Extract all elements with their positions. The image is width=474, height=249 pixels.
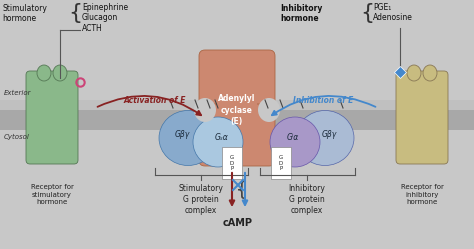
FancyBboxPatch shape bbox=[199, 104, 275, 166]
Text: Inhibitory
hormone: Inhibitory hormone bbox=[280, 4, 322, 23]
Text: Gβγ: Gβγ bbox=[174, 129, 190, 138]
Text: Gₛα: Gₛα bbox=[215, 132, 229, 141]
Ellipse shape bbox=[37, 65, 51, 81]
Text: Inhibition of E: Inhibition of E bbox=[293, 96, 353, 105]
Text: cAMP: cAMP bbox=[223, 218, 253, 228]
Ellipse shape bbox=[258, 98, 280, 122]
Text: {: { bbox=[360, 3, 374, 23]
FancyBboxPatch shape bbox=[199, 50, 275, 112]
Ellipse shape bbox=[270, 117, 320, 167]
Ellipse shape bbox=[423, 65, 437, 81]
Bar bbox=[217, 98, 257, 118]
FancyBboxPatch shape bbox=[396, 71, 448, 164]
Ellipse shape bbox=[159, 111, 217, 166]
FancyBboxPatch shape bbox=[26, 71, 78, 164]
FancyBboxPatch shape bbox=[271, 147, 291, 179]
Text: Epinephrine
Glucagon
ACTH: Epinephrine Glucagon ACTH bbox=[82, 3, 128, 33]
Text: Stimulatory
hormone: Stimulatory hormone bbox=[2, 4, 47, 23]
Text: Cytosol: Cytosol bbox=[4, 134, 30, 140]
Text: Exterior: Exterior bbox=[4, 90, 31, 96]
Text: G
D
P: G D P bbox=[230, 155, 234, 171]
Ellipse shape bbox=[193, 117, 243, 167]
Text: Gβγ: Gβγ bbox=[321, 129, 337, 138]
Ellipse shape bbox=[296, 111, 354, 166]
Text: G
D
P: G D P bbox=[279, 155, 283, 171]
Text: Receptor for
inhibitory
hormone: Receptor for inhibitory hormone bbox=[401, 184, 444, 205]
Text: Inhibitory
G protein
complex: Inhibitory G protein complex bbox=[289, 184, 326, 215]
Text: PGE₁
Adenosine: PGE₁ Adenosine bbox=[373, 3, 413, 22]
Text: Activation of E: Activation of E bbox=[124, 96, 186, 105]
Text: Stimulatory
G protein
complex: Stimulatory G protein complex bbox=[179, 184, 223, 215]
Bar bbox=[0, 100, 474, 110]
Text: Receptor for
stimulatory
hormone: Receptor for stimulatory hormone bbox=[30, 184, 73, 205]
Text: {: { bbox=[68, 3, 82, 23]
Ellipse shape bbox=[407, 65, 421, 81]
Ellipse shape bbox=[53, 65, 67, 81]
Text: Adenylyl
cyclase
(E): Adenylyl cyclase (E) bbox=[219, 94, 255, 125]
Ellipse shape bbox=[194, 98, 216, 122]
Bar bbox=[0, 100, 474, 130]
Text: }: } bbox=[231, 178, 243, 197]
FancyBboxPatch shape bbox=[222, 147, 242, 179]
Text: Gᴵα: Gᴵα bbox=[287, 132, 299, 141]
